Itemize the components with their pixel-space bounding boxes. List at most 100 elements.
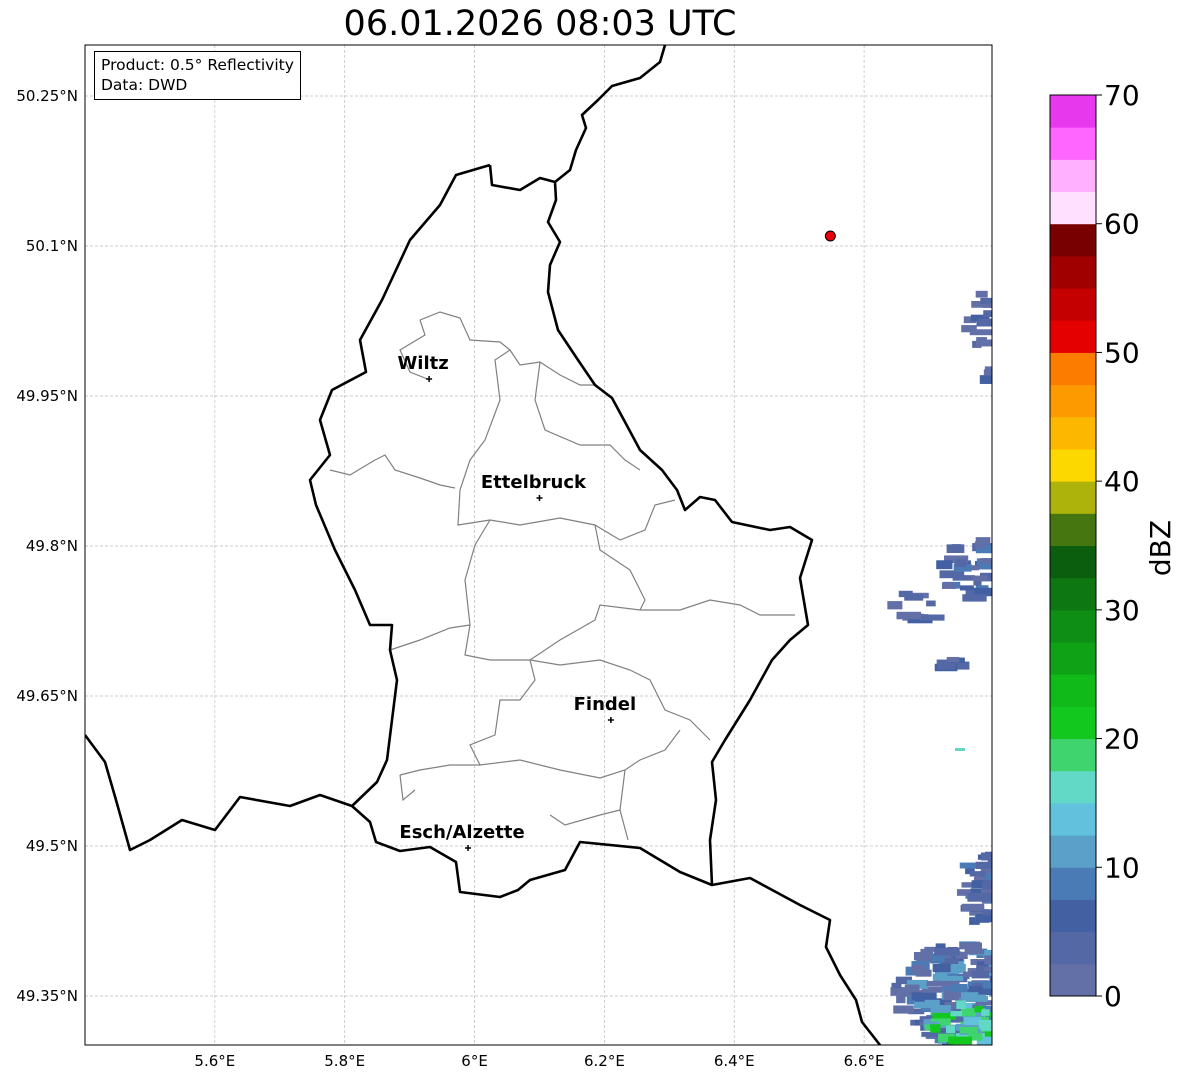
axis-ticks: 5.6°E 5.8°E 6°E 6.2°E 6.4°E 6.6°E 49.35°N 49.5°… xyxy=(16,87,884,1070)
colorbar-bin xyxy=(1050,577,1096,611)
radar-echo xyxy=(977,318,992,327)
radar-echo xyxy=(960,1008,977,1017)
radar-echo xyxy=(937,663,956,670)
radar-echo xyxy=(941,582,957,589)
radar-echo xyxy=(943,992,960,1001)
boundaries xyxy=(85,45,882,1045)
radar-echo xyxy=(982,980,992,989)
radar-echo xyxy=(898,590,913,598)
radar-echo xyxy=(980,868,992,878)
radar-echo xyxy=(934,980,957,987)
radar-echo xyxy=(944,1001,960,1010)
colorbar-bin xyxy=(1050,352,1096,386)
radar-echo xyxy=(959,862,984,869)
radar-echo xyxy=(967,968,982,974)
radar-echo xyxy=(914,995,925,1002)
colorbar-bin xyxy=(1050,384,1096,418)
radar-echo xyxy=(962,996,989,1002)
colorbar-bin xyxy=(1050,255,1096,289)
radar-echo xyxy=(975,544,992,554)
radar-echo xyxy=(919,614,945,621)
colorbar-bin xyxy=(1050,931,1096,965)
canton-borders xyxy=(329,311,795,841)
radar-echo xyxy=(965,867,975,875)
radar-echo xyxy=(930,1018,951,1026)
colorbar-bin xyxy=(1050,738,1096,772)
radar-echo xyxy=(979,375,992,384)
radar-echo xyxy=(976,913,992,923)
radar-echo xyxy=(971,880,992,888)
colorbar-bin xyxy=(1050,448,1096,482)
radar-echo xyxy=(982,909,992,916)
city-label: Findel xyxy=(574,694,637,715)
radar-echo xyxy=(976,965,985,972)
radar-echo xyxy=(887,601,903,610)
radar-echo xyxy=(926,980,939,987)
radar-echo xyxy=(904,984,920,991)
lat-tick-label: 49.5°N xyxy=(26,837,78,855)
colorbar-tick-label: 20 xyxy=(1104,723,1140,756)
city-marker-icon xyxy=(607,717,614,723)
lat-tick-label: 49.8°N xyxy=(26,537,78,555)
radar-echo xyxy=(993,368,1014,376)
radar-echo xyxy=(945,1025,956,1034)
city-marker-icon xyxy=(536,495,543,501)
colorbar-bin xyxy=(1050,963,1096,997)
radar-echo xyxy=(977,966,992,973)
radar-echo xyxy=(947,1015,973,1023)
lat-tick-label: 50.1°N xyxy=(26,237,78,255)
colorbar-tick-label: 30 xyxy=(1104,594,1140,627)
radar-echo xyxy=(991,990,992,997)
radar-echo xyxy=(1000,1003,1012,1010)
radar-echo xyxy=(931,953,947,963)
radar-echo xyxy=(936,659,948,667)
colorbar-bin xyxy=(1050,320,1096,353)
radar-echo xyxy=(968,1033,983,1041)
radar-echo xyxy=(970,888,983,894)
radar-echo xyxy=(941,985,953,992)
radar-echo xyxy=(980,875,991,882)
radar-echo xyxy=(969,909,989,916)
lon-tick-label: 6.6°E xyxy=(844,1052,885,1070)
radar-echo xyxy=(936,970,952,979)
radar-echo xyxy=(955,748,965,751)
country-borders xyxy=(85,45,882,1045)
radar-echo xyxy=(896,611,922,620)
radar-echo xyxy=(983,310,992,317)
colorbar-bin xyxy=(1050,127,1096,160)
radar-echo xyxy=(1002,987,1023,992)
radar-echo xyxy=(978,563,992,570)
radar-echo xyxy=(956,889,974,896)
radar-echo xyxy=(932,963,951,973)
radar-echo xyxy=(995,965,1011,971)
radar-echo xyxy=(971,971,990,979)
radar-echo xyxy=(944,555,969,564)
radar-echo xyxy=(906,996,917,1005)
radar-echo xyxy=(986,880,992,890)
radar-echo xyxy=(991,1008,992,1015)
radar-echo xyxy=(967,892,992,902)
radar-echo xyxy=(980,558,992,564)
radar-echo xyxy=(982,301,992,308)
radar-echo xyxy=(969,917,980,925)
radar-echo xyxy=(975,1000,992,1006)
radar-echo xyxy=(989,1012,992,1018)
radar-echo xyxy=(955,559,967,567)
radar-echo xyxy=(956,1000,966,1010)
radar-echo xyxy=(963,316,977,324)
radar-echo xyxy=(975,290,988,298)
colorbar-bin xyxy=(1050,481,1096,514)
gridlines xyxy=(85,45,992,1045)
map-frame xyxy=(84,44,993,1046)
city-label: Esch/Alzette xyxy=(399,822,524,843)
city-label: Wiltz xyxy=(397,353,448,374)
radar-echo xyxy=(893,1005,914,1014)
radar-echo xyxy=(908,1008,925,1015)
radar-echo xyxy=(964,948,985,955)
colorbar-tick-label: 50 xyxy=(1104,336,1140,369)
radar-echo xyxy=(914,999,940,1009)
radar-echo xyxy=(983,369,992,376)
radar-echo xyxy=(980,852,992,861)
radar-echo xyxy=(998,972,1016,978)
